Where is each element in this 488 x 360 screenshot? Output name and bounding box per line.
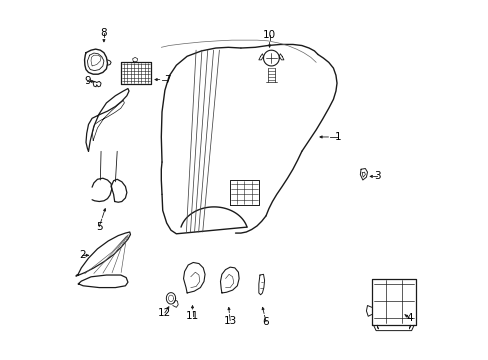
Text: 7: 7 [164, 75, 170, 85]
Text: 9: 9 [84, 76, 91, 86]
Text: 8: 8 [101, 28, 107, 38]
Text: 10: 10 [263, 30, 276, 40]
Text: 4: 4 [406, 313, 412, 323]
Text: 11: 11 [185, 311, 199, 321]
Text: 6: 6 [262, 317, 269, 327]
Text: 13: 13 [223, 316, 236, 325]
Text: 12: 12 [158, 308, 171, 318]
Text: 2: 2 [79, 250, 85, 260]
Text: 3: 3 [373, 171, 380, 181]
Text: 5: 5 [96, 222, 102, 231]
Text: 1: 1 [334, 132, 340, 142]
